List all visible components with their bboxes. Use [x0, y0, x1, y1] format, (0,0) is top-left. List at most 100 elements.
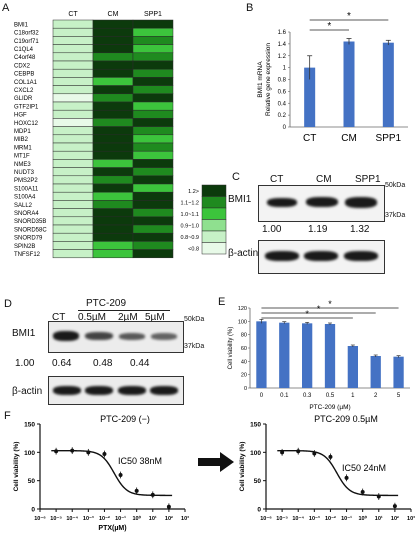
- x-tick-label: 10⁻⁵: [50, 516, 62, 522]
- y-tick-label: 0: [244, 386, 247, 392]
- heatmap-cell: [132, 159, 174, 168]
- bmi1-mrna-bar-chart: 0 0.2 0.4 0.6 0.8 1 1.2 1.4 1.6 BMI1 mRNA Relative…: [257, 11, 408, 144]
- heatmap-row-label: COL1A1: [14, 80, 38, 86]
- heatmap-cell: [52, 118, 94, 127]
- heatmap-column-label: CT: [68, 11, 78, 18]
- y-tick-label: 0.2: [278, 113, 287, 119]
- y-tick-label: 150: [250, 422, 261, 429]
- row-label-beta-actin: β-actin: [228, 248, 259, 259]
- row-label-bmi1: BMI1: [228, 194, 252, 205]
- y-tick-label: 20: [241, 373, 247, 379]
- heatmap-cell: [52, 216, 94, 226]
- x-tick-label: 10²: [165, 515, 173, 522]
- heatmap-cell: [92, 134, 134, 144]
- heatmap-cell: [92, 93, 134, 103]
- heatmap-cell: [52, 134, 94, 144]
- heatmap-cell: [52, 36, 94, 45]
- legend-label: 1.1~1.2: [180, 200, 199, 206]
- x-tick-label: 10⁻⁴: [66, 516, 78, 522]
- fit-curve: [277, 449, 399, 497]
- data-point: [166, 504, 171, 509]
- heatmap-row-label: GLIDR: [14, 96, 33, 102]
- legend-label: 0.9~1.0: [180, 223, 199, 229]
- arrow-icon: [198, 452, 234, 472]
- bmi1-band: [345, 197, 377, 208]
- heatmap-cell: [52, 60, 94, 70]
- bmi1-band-box: [258, 185, 385, 222]
- heatmap-cell: [132, 27, 174, 37]
- x-tick-label: 10³: [181, 515, 189, 522]
- legend-swatch: [201, 219, 227, 232]
- bar: [382, 42, 394, 127]
- heatmap-cell: [132, 52, 174, 62]
- heatmap-cell: [132, 150, 174, 160]
- heatmap-cell: [132, 208, 174, 218]
- x-tick-label: 0.3: [303, 393, 312, 399]
- heatmap-row-label: CXCL2: [14, 88, 34, 94]
- heatmap-row-label: MRM1: [14, 145, 32, 151]
- lane-label-ct: CT: [270, 174, 284, 185]
- panel-label-c: C: [232, 171, 240, 183]
- y-tick-label: 100: [250, 450, 261, 457]
- heatmap-cell: [52, 241, 94, 250]
- heatmap-cell: [92, 241, 134, 250]
- heatmap-row-label: CDX2: [14, 63, 31, 69]
- bar: [343, 41, 355, 127]
- curve-title: PTC-209 (−): [100, 414, 150, 424]
- panel-label-a: A: [2, 2, 10, 14]
- heatmap-cell: [132, 36, 174, 45]
- legend-label: 1.2>: [188, 189, 199, 195]
- y-tick-label: 0: [283, 125, 287, 131]
- heatmap-cell: [92, 60, 134, 70]
- bar: [279, 322, 290, 388]
- bmi1-band: [267, 198, 297, 207]
- y-tick-label: 0: [31, 507, 35, 514]
- heatmap-cell: [52, 126, 94, 136]
- heatmap-cell: [52, 183, 94, 193]
- heatmap-cell: [92, 44, 134, 54]
- heatmap-cell: [92, 224, 134, 234]
- band-value: 1.00: [262, 224, 282, 235]
- x-tick-label: 10²: [391, 515, 399, 522]
- x-tick-label: 10⁻⁵: [276, 516, 288, 522]
- heatmap-row-label: C4orf48: [14, 55, 36, 61]
- bmi1-band-box: [48, 321, 184, 353]
- x-tick-label: CM: [341, 133, 357, 144]
- heatmap-row-label: PMS2P2: [14, 178, 38, 184]
- heatmap-cell: [92, 142, 134, 152]
- legend-swatch: [201, 242, 227, 255]
- heatmap-cell: [132, 44, 174, 54]
- ic50-annotation: IC50 24nM: [342, 463, 386, 473]
- significance-star: *: [305, 309, 309, 319]
- heatmap-row-label: HOXC12: [14, 121, 39, 127]
- actin-band: [118, 386, 146, 395]
- bmi1-band: [53, 331, 79, 341]
- x-tick-label: 10⁻⁴: [292, 516, 304, 522]
- heatmap-cell: [132, 232, 174, 242]
- data-point: [102, 452, 107, 457]
- x-tick-label: 10⁻¹: [341, 515, 352, 522]
- heatmap-cell: [52, 19, 94, 29]
- heatmap-cell: [52, 249, 94, 259]
- y-axis-label: Cell viability (%): [13, 442, 20, 492]
- heatmap-cell: [52, 93, 94, 103]
- heatmap-row-label: MIB2: [14, 137, 29, 143]
- panel-label-b: B: [246, 2, 254, 14]
- heatmap-row-label: C19orf71: [14, 39, 39, 45]
- y-tick-label: 1.2: [278, 54, 287, 60]
- heatmap-cell: [132, 142, 174, 152]
- bar: [304, 67, 316, 127]
- x-tick-label: 10⁻³: [83, 515, 94, 522]
- heatmap-row-label: BMI1: [14, 22, 29, 28]
- actin-band-box: [48, 376, 184, 405]
- data-point: [312, 451, 317, 456]
- band-value: 1.19: [308, 224, 328, 235]
- lane-label: 2µM: [118, 312, 138, 323]
- heatmap-row-label: SNORD79: [14, 236, 43, 242]
- heatmap-row-label: SNORD58C: [14, 227, 47, 233]
- heatmap-cell: [52, 44, 94, 54]
- heatmap-row-label: MT1F: [14, 154, 30, 160]
- heatmap-cell: [52, 101, 94, 111]
- heatmap-cell: [52, 175, 94, 185]
- heatmap-cell: [132, 249, 174, 259]
